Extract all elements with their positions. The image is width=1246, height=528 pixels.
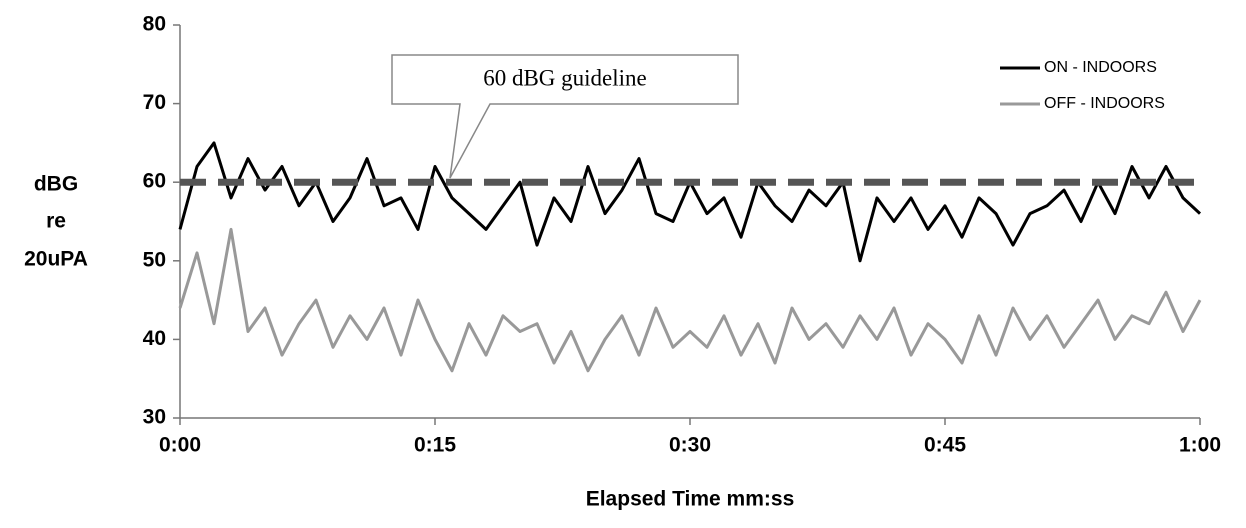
- x-tick-label: 0:15: [414, 434, 456, 457]
- y-tick-label: 50: [143, 248, 166, 271]
- y-axis-label: dBG: [34, 173, 78, 196]
- x-tick-label: 0:45: [924, 434, 966, 457]
- data-line: [178, 141, 1202, 263]
- callout: 60 dBG guideline: [391, 54, 739, 179]
- y-tick-label: 60: [143, 170, 166, 193]
- y-tick-label: 70: [143, 91, 166, 114]
- y-tick-label: 80: [143, 13, 166, 36]
- x-tick-label: 1:00: [1179, 434, 1221, 457]
- legend-label: ON - INDOORS: [1044, 59, 1157, 76]
- plot-area: [178, 141, 1202, 373]
- x-tick-label: 0:00: [159, 434, 201, 457]
- x-tick-label: 0:30: [669, 434, 711, 457]
- callout-box: [391, 54, 739, 179]
- y-axis-label: 20uPA: [24, 248, 88, 271]
- y-tick-label: 40: [143, 327, 166, 350]
- callout-text: 60 dBG guideline: [483, 65, 647, 90]
- x-axis-label: Elapsed Time mm:ss: [586, 488, 795, 511]
- data-line: [178, 227, 1202, 373]
- y-axis-label: re: [46, 210, 66, 233]
- y-tick-label: 30: [143, 406, 166, 429]
- legend-label: OFF - INDOORS: [1044, 95, 1165, 112]
